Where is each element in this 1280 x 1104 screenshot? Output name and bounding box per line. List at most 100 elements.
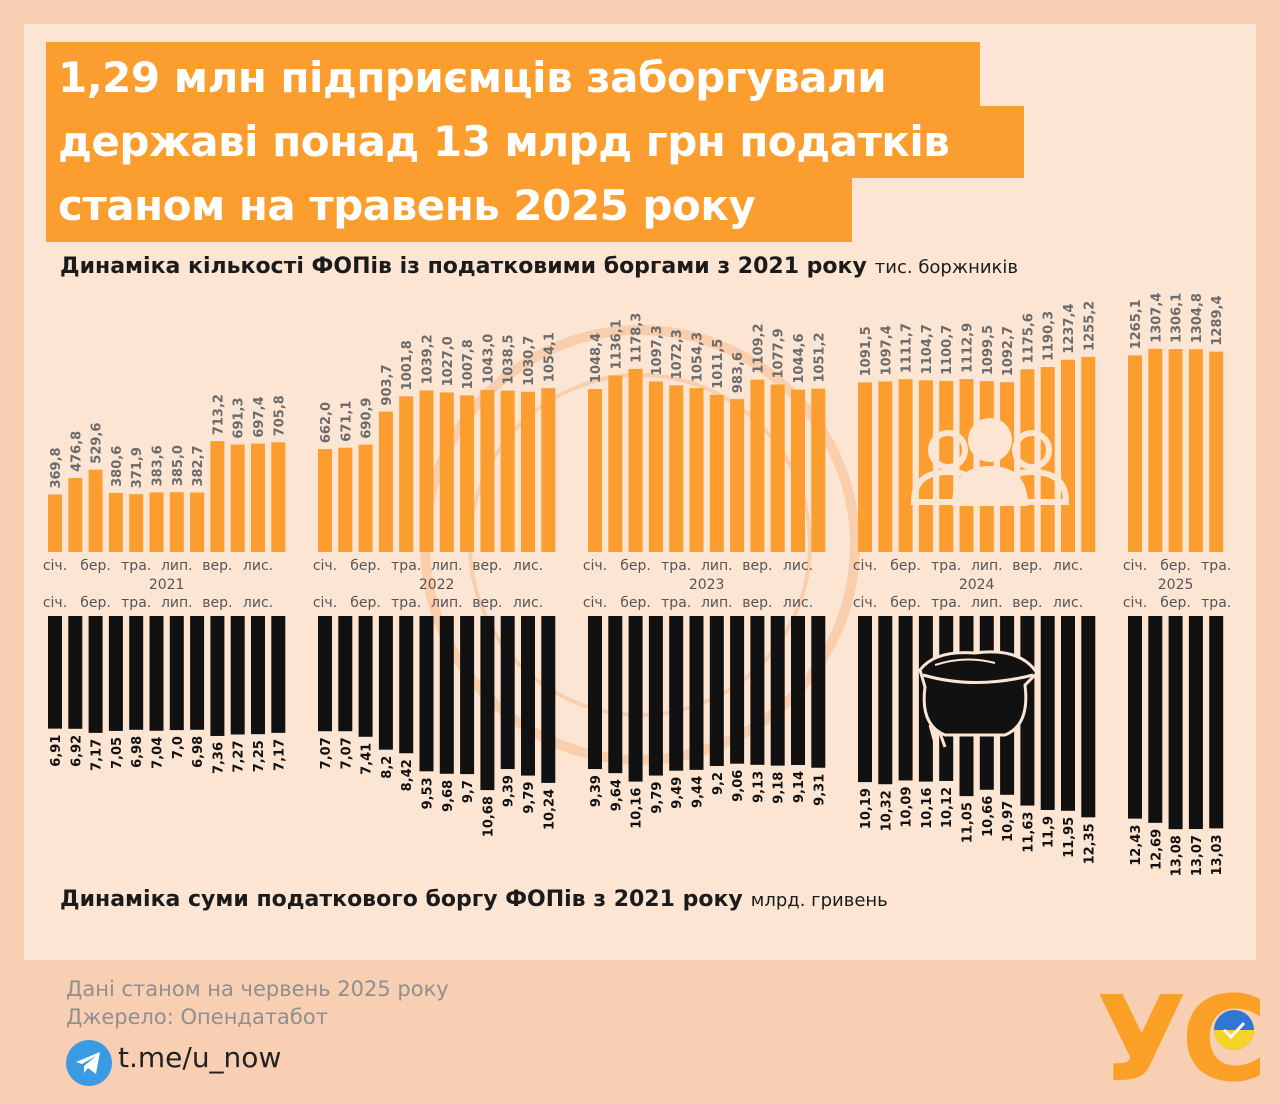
count-month-label: тра. xyxy=(121,558,151,574)
count-bar xyxy=(648,381,663,552)
debt-bar xyxy=(1128,616,1142,819)
count-value-label: 1097,3 xyxy=(650,325,665,375)
debt-value-label: 12,35 xyxy=(1082,823,1097,864)
debt-value-label: 10,16 xyxy=(920,788,935,829)
debt-bar xyxy=(48,616,62,729)
count-month-label: лип. xyxy=(431,558,463,574)
debt-value-label: 7,07 xyxy=(319,737,334,769)
debt-bar xyxy=(521,616,535,776)
count-value-label: 1100,7 xyxy=(940,325,955,375)
debt-month-label: лис. xyxy=(243,595,273,611)
debt-chart-unit: млрд. гривень xyxy=(750,890,888,911)
debt-value-label: 9,68 xyxy=(441,780,456,812)
debt-value-label: 9,79 xyxy=(522,782,537,814)
count-value-label: 385,0 xyxy=(171,445,186,486)
debt-month-label: бер. xyxy=(620,595,651,611)
debt-value-label: 11,63 xyxy=(1021,812,1036,853)
debt-value-label: 11,05 xyxy=(961,802,976,843)
debt-month-label: тра. xyxy=(931,595,961,611)
count-value-label: 383,6 xyxy=(151,445,166,486)
money-bag-icon xyxy=(918,650,1039,748)
telegram-icon[interactable] xyxy=(66,1040,112,1086)
count-bar xyxy=(399,396,414,552)
debt-month-label: вер. xyxy=(472,595,502,611)
debt-value-label: 10,68 xyxy=(481,796,496,837)
count-bar xyxy=(541,388,556,552)
debt-value-label: 9,7 xyxy=(461,780,476,803)
debt-bar xyxy=(770,616,785,766)
debt-value-label: 7,17 xyxy=(272,739,287,771)
debt-bar xyxy=(271,616,286,733)
count-value-label: 1109,2 xyxy=(751,323,766,373)
count-value-label: 1289,4 xyxy=(1210,295,1225,345)
debt-value-label: 7,05 xyxy=(110,737,125,769)
count-bar xyxy=(129,494,144,552)
count-value-label: 1030,7 xyxy=(522,336,537,386)
debt-bar xyxy=(709,616,724,766)
count-month-label: вер. xyxy=(742,558,772,574)
debt-bar xyxy=(730,616,745,764)
count-chart-title: Динаміка кількості ФОПів із податковими … xyxy=(60,254,1018,279)
count-month-label: січ. xyxy=(853,558,877,574)
count-bar xyxy=(251,443,265,552)
count-month-label: лис. xyxy=(243,558,273,574)
debt-value-label: 9,39 xyxy=(502,775,517,807)
count-value-label: 691,3 xyxy=(232,397,247,438)
telegram-link[interactable]: t.me/u_now xyxy=(118,1041,282,1074)
debt-bar xyxy=(878,616,893,785)
count-bar xyxy=(521,391,535,552)
count-bar xyxy=(750,379,765,552)
debt-value-label: 12,43 xyxy=(1129,825,1144,866)
count-month-label: лип. xyxy=(971,558,1003,574)
count-bar xyxy=(149,492,164,552)
debt-bar xyxy=(750,616,765,765)
count-value-label: 1304,8 xyxy=(1190,293,1205,343)
debt-bar xyxy=(190,616,205,730)
count-group-2021: 369,8 476,8 529,6 380,6 371,9 383,6 385,0 382,7… xyxy=(43,394,287,593)
debt-month-label: тра. xyxy=(121,595,151,611)
debt-bar xyxy=(500,616,515,770)
debt-month-label: січ. xyxy=(43,595,67,611)
count-group-2023: 1048,4 1136,1 1178,3 1097,3 1072,3 1054,3 1011… xyxy=(583,313,827,593)
debt-bar xyxy=(1061,616,1075,811)
count-month-label: лис. xyxy=(783,558,813,574)
debt-bar xyxy=(169,616,184,731)
debt-bar xyxy=(1148,616,1163,823)
debt-bar xyxy=(689,616,704,770)
count-value-label: 1054,3 xyxy=(691,332,706,382)
debt-value-label: 6,92 xyxy=(69,735,84,767)
debt-bar xyxy=(791,616,805,765)
debt-group-0: січ. бер. тра. лип. вер. лис. 6,91 6,92 7,17 7,05… xyxy=(43,595,287,774)
count-month-label: вер. xyxy=(472,558,502,574)
debt-bar xyxy=(1168,616,1183,830)
count-month-label: лис. xyxy=(513,558,543,574)
debt-value-label: 7,0 xyxy=(171,736,186,759)
count-bar xyxy=(378,411,393,552)
count-bar xyxy=(439,392,454,552)
debt-bar xyxy=(669,616,684,771)
count-value-label: 1054,1 xyxy=(542,332,557,382)
debt-bar xyxy=(251,616,265,735)
count-value-label: 1051,2 xyxy=(812,332,827,382)
debt-month-label: бер. xyxy=(80,595,111,611)
count-bar xyxy=(898,379,913,552)
debt-value-label: 10,16 xyxy=(630,788,645,829)
debt-value-label: 8,2 xyxy=(380,756,395,779)
debt-bar xyxy=(898,616,913,781)
debt-month-label: лис. xyxy=(783,595,813,611)
debt-month-label: лис. xyxy=(1053,595,1083,611)
count-month-label: бер. xyxy=(890,558,921,574)
count-value-label: 1044,6 xyxy=(792,333,807,383)
debt-bar xyxy=(108,616,123,731)
debt-bar xyxy=(358,616,373,737)
count-month-label: тра. xyxy=(391,558,421,574)
debt-value-label: 10,19 xyxy=(859,788,874,829)
year-label: 2021 xyxy=(149,577,185,593)
count-value-label: 1112,9 xyxy=(961,323,976,373)
count-value-label: 1092,7 xyxy=(1001,326,1016,376)
debt-bar xyxy=(588,616,602,770)
debt-bar xyxy=(88,616,103,733)
debt-value-label: 7,04 xyxy=(151,737,166,769)
debt-chart-title-text: Динаміка суми податкового боргу ФОПів з … xyxy=(60,887,743,912)
count-bar xyxy=(190,492,205,552)
